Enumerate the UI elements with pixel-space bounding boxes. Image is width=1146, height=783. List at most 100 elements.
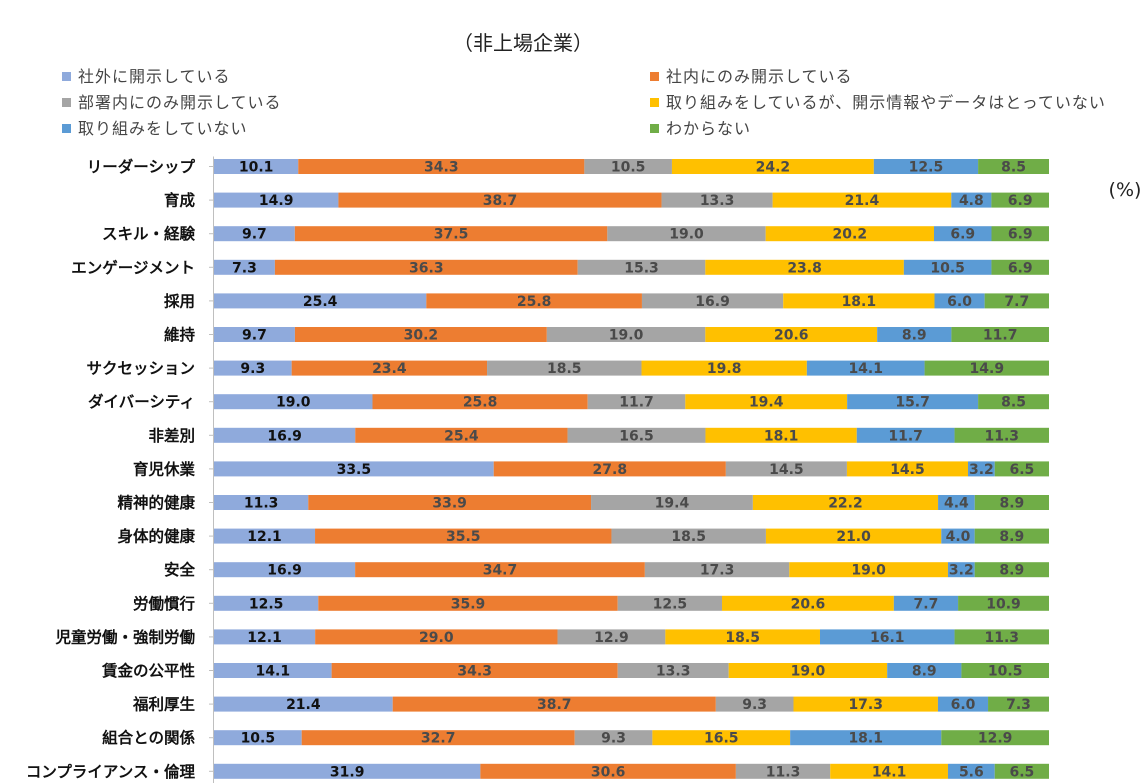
data-label: 8.9 bbox=[912, 664, 937, 680]
category-label: サクセッション bbox=[86, 360, 195, 378]
bar-segment-2 bbox=[426, 293, 642, 309]
data-label: 6.9 bbox=[1008, 193, 1033, 209]
data-label: 20.6 bbox=[791, 596, 826, 612]
data-label: 5.6 bbox=[959, 764, 984, 780]
data-label: 12.5 bbox=[653, 596, 688, 612]
category-label: 育成 bbox=[164, 191, 196, 210]
bar-row: 非差別 16.9 25.4 16.5 18.1 11.7 11.3 bbox=[148, 426, 1049, 445]
bar-row: 精神的健康 11.3 33.9 19.4 22.2 4.4 8.9 bbox=[117, 493, 1049, 512]
data-label: 32.7 bbox=[421, 731, 456, 747]
bar-segment-2 bbox=[338, 192, 662, 208]
bar-segment-4 bbox=[722, 595, 894, 611]
category-label: スキル・経験 bbox=[102, 224, 196, 243]
bar-row: 労働慣行 12.5 35.9 12.5 20.6 7.7 10.9 bbox=[133, 594, 1049, 613]
bar-row: 児童労働・強制労働 12.1 29.0 12.9 18.5 16.1 11.3 bbox=[54, 627, 1049, 646]
category-label: 身体的健康 bbox=[117, 527, 195, 546]
data-label: 7.3 bbox=[232, 260, 257, 276]
legend-label-4: 取り組みをしているが、開示情報やデータはとっていない bbox=[666, 93, 1106, 112]
category-label: 児童労働・強制労働 bbox=[54, 627, 195, 646]
bar-segment-2 bbox=[294, 327, 547, 342]
bar-segment-4 bbox=[765, 226, 934, 242]
legend-label-6: わからない bbox=[666, 119, 751, 138]
bar-segment-1 bbox=[214, 495, 309, 510]
data-label: 11.7 bbox=[983, 328, 1018, 344]
bar-segment-3 bbox=[617, 595, 723, 611]
bar-segment-3 bbox=[644, 562, 790, 578]
data-label: 23.4 bbox=[372, 361, 407, 377]
data-label: 23.8 bbox=[787, 260, 822, 276]
bar-segment-3 bbox=[546, 327, 706, 342]
category-label: 非差別 bbox=[148, 426, 195, 445]
bar-segment-6 bbox=[958, 595, 1049, 611]
bar-row: 採用 25.4 25.8 16.9 18.1 6.0 7.7 bbox=[164, 291, 1049, 310]
data-label: 20.2 bbox=[833, 227, 868, 243]
data-label: 19.4 bbox=[749, 395, 784, 411]
bar-segment-1 bbox=[214, 394, 373, 410]
bar-segment-5 bbox=[938, 495, 975, 510]
category-label: 精神的健康 bbox=[117, 493, 195, 512]
data-label: 12.5 bbox=[909, 160, 944, 176]
bar-segment-4 bbox=[641, 360, 807, 376]
data-label: 21.4 bbox=[286, 697, 321, 713]
data-label: 6.9 bbox=[1008, 260, 1033, 276]
bar-segment-1 bbox=[214, 629, 316, 645]
data-label: 11.3 bbox=[985, 428, 1020, 444]
bar-segment-1 bbox=[214, 192, 339, 208]
bar-segment-4 bbox=[685, 394, 848, 410]
bar-segment-3 bbox=[617, 663, 729, 678]
bar-row: コンプライアンス・倫理 31.9 30.6 11.3 14.1 5.6 6.5 bbox=[26, 762, 1049, 781]
data-label: 10.5 bbox=[241, 731, 276, 747]
data-label: 8.5 bbox=[1001, 395, 1026, 411]
data-label: 25.4 bbox=[444, 428, 479, 444]
data-label: 38.7 bbox=[537, 697, 572, 713]
legend-swatch-1 bbox=[62, 72, 71, 81]
bar-segment-5 bbox=[856, 427, 955, 443]
bar-segment-5 bbox=[877, 327, 952, 342]
data-label: 19.0 bbox=[609, 328, 644, 344]
data-label: 27.8 bbox=[593, 462, 628, 478]
data-label: 35.5 bbox=[446, 529, 481, 545]
data-label: 22.2 bbox=[828, 496, 863, 512]
bar-segment-6 bbox=[994, 763, 1049, 779]
bar-row: 賃金の公平性 14.1 34.3 13.3 19.0 8.9 10.5 bbox=[101, 661, 1049, 680]
data-label: 6.5 bbox=[1009, 462, 1034, 478]
data-label: 19.8 bbox=[707, 361, 742, 377]
data-label: 8.9 bbox=[999, 496, 1024, 512]
data-label: 6.0 bbox=[951, 697, 976, 713]
data-label: 19.0 bbox=[669, 227, 704, 243]
legend-label-5: 取り組みをしていない bbox=[78, 119, 248, 138]
bar-segment-3 bbox=[584, 159, 672, 174]
bar-segment-5 bbox=[934, 226, 992, 242]
bar-segment-6 bbox=[941, 730, 1049, 746]
bar-segment-6 bbox=[954, 629, 1049, 645]
bar-segment-6 bbox=[974, 562, 1049, 578]
bar-segment-1 bbox=[214, 293, 427, 309]
data-label: 35.9 bbox=[451, 596, 486, 612]
bar-segment-2 bbox=[294, 226, 608, 242]
data-label: 18.1 bbox=[842, 294, 877, 310]
bar-segment-2 bbox=[318, 595, 618, 611]
bar-segment-6 bbox=[961, 663, 1049, 678]
data-label: 21.0 bbox=[836, 529, 871, 545]
bar-row: スキル・経験 9.7 37.5 19.0 20.2 6.9 6.9 bbox=[102, 224, 1049, 243]
data-label: 17.3 bbox=[848, 697, 883, 713]
unit-label: (%) bbox=[1109, 179, 1142, 201]
bar-segment-3 bbox=[487, 360, 642, 376]
data-label: 7.3 bbox=[1006, 697, 1031, 713]
bar-segment-5 bbox=[893, 595, 959, 611]
data-label: 11.7 bbox=[619, 395, 654, 411]
data-label: 10.5 bbox=[988, 664, 1023, 680]
bar-segment-6 bbox=[954, 427, 1049, 443]
data-label: 19.0 bbox=[276, 395, 311, 411]
data-label: 34.3 bbox=[457, 664, 492, 680]
legend-swatch-4 bbox=[650, 98, 659, 107]
bar-segment-3 bbox=[611, 528, 766, 544]
data-label: 6.9 bbox=[950, 227, 975, 243]
data-label: 6.9 bbox=[1008, 227, 1033, 243]
data-label: 4.0 bbox=[946, 529, 971, 545]
data-label: 18.5 bbox=[725, 630, 760, 646]
legend-label-3: 部署内にのみ開示している bbox=[78, 93, 282, 112]
legend-swatch-3 bbox=[62, 98, 71, 107]
bar-segment-1 bbox=[214, 259, 275, 275]
bar-segment-4 bbox=[705, 327, 878, 342]
